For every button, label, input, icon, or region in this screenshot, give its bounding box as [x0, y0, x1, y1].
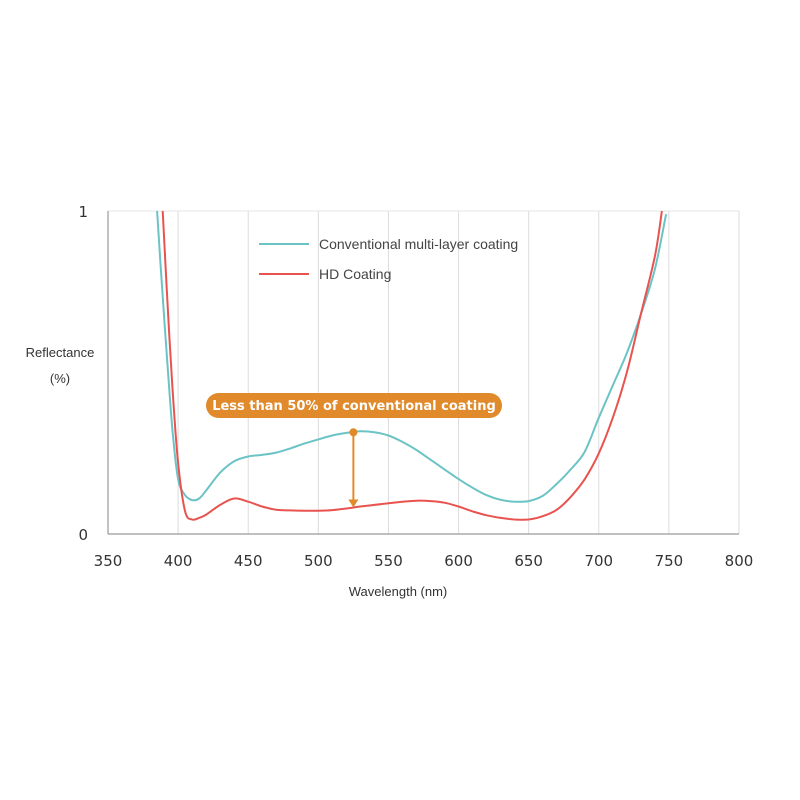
x-tick-labels: 350 400 450 500 550 600 650 700 750 800	[94, 552, 754, 570]
x-tick-label: 400	[164, 552, 193, 570]
x-tick-label: 450	[234, 552, 263, 570]
x-tick-label: 350	[94, 552, 123, 570]
legend-label-hd: HD Coating	[319, 266, 391, 282]
arrow-head	[348, 499, 359, 508]
x-tick-label: 750	[655, 552, 684, 570]
x-tick-label: 500	[304, 552, 333, 570]
y-tick-label: 1	[78, 203, 88, 221]
axes	[107, 211, 739, 535]
grid-lines	[108, 210, 740, 534]
y-axis-title-line2: (%)	[50, 371, 70, 386]
callout-text: Less than 50% of conventional coating	[212, 399, 496, 414]
callout-pill	[206, 393, 502, 418]
x-tick-label: 800	[725, 552, 754, 570]
series-line-hd	[161, 210, 663, 521]
x-tick-label: 550	[374, 552, 403, 570]
x-tick-label: 700	[584, 552, 613, 570]
annotation: Less than 50% of conventional coating	[206, 393, 502, 508]
x-tick-label: 650	[514, 552, 543, 570]
x-tick-label: 600	[444, 552, 473, 570]
x-axis-title: Wavelength (nm)	[349, 584, 448, 599]
y-tick-label: 0	[78, 526, 88, 544]
y-tick-labels: 01	[78, 203, 88, 544]
legend-label-conventional: Conventional multi-layer coating	[319, 236, 518, 252]
legend: Conventional multi-layer coating HD Coati…	[259, 236, 518, 282]
series-lines	[156, 210, 668, 521]
series-line-conventional	[156, 210, 668, 503]
y-axis-title-line1: Reflectance	[26, 345, 95, 360]
